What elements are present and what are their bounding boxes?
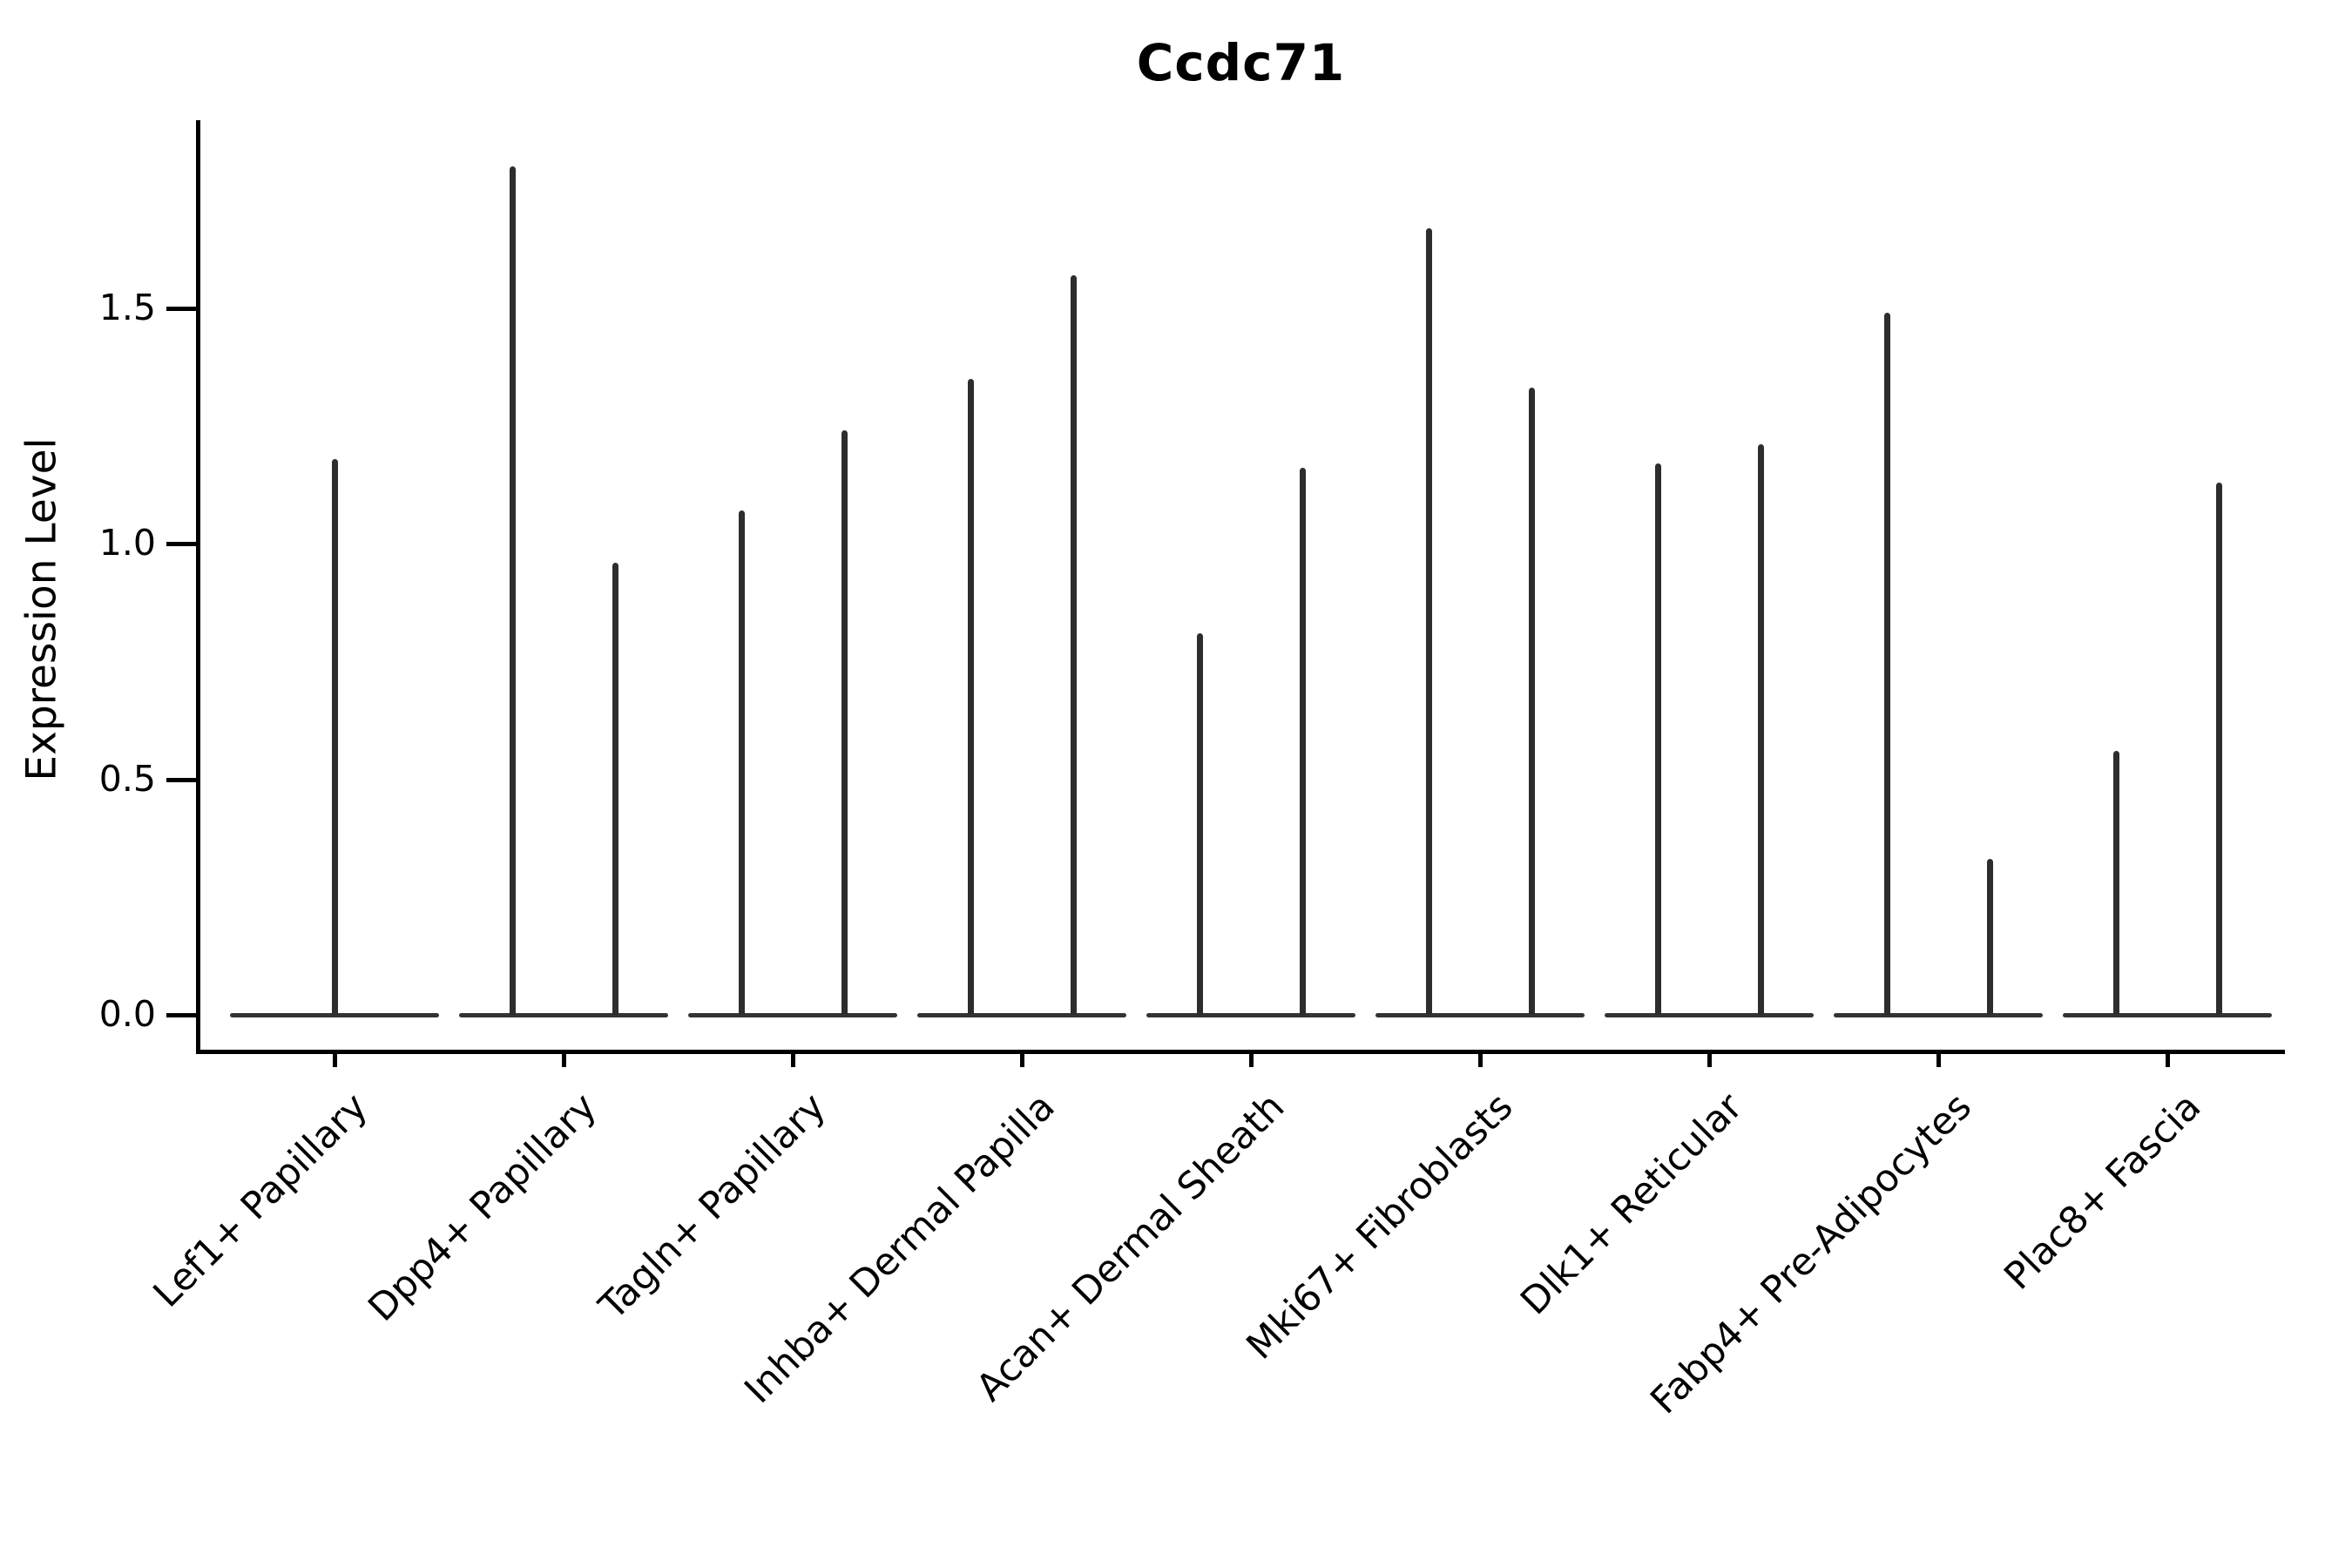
violin-needle <box>1529 388 1535 1015</box>
violin-base <box>459 1013 668 1017</box>
y-tick-mark <box>166 542 196 546</box>
violin-needle <box>1987 859 1993 1015</box>
violin-needle <box>1655 463 1661 1015</box>
x-tick-mark <box>2166 1053 2170 1067</box>
x-tick-mark <box>1936 1053 1941 1067</box>
violin-needle <box>1197 632 1203 1015</box>
violin-base <box>1375 1013 1585 1017</box>
x-tick-mark <box>791 1053 795 1067</box>
chart-title: Ccdc71 <box>1136 33 1346 92</box>
y-tick-mark <box>166 306 196 311</box>
y-tick-mark <box>166 777 196 782</box>
violin-needle <box>612 562 618 1015</box>
x-tick-mark <box>562 1053 566 1067</box>
x-tick-label: Tagln+ Papillary <box>591 1085 835 1328</box>
y-tick-label: 1.0 <box>98 522 156 564</box>
y-tick-mark <box>166 1013 196 1017</box>
violin-needle <box>1758 444 1764 1015</box>
violin-needle <box>968 378 974 1015</box>
x-tick-label: Lef1+ Papillary <box>145 1085 376 1316</box>
x-tick-label: Dpp4+ Papillary <box>360 1085 605 1330</box>
y-axis-spine <box>196 120 200 1054</box>
violin-needle <box>1426 227 1432 1015</box>
violin-needle <box>510 166 516 1015</box>
violin-needle <box>841 430 848 1015</box>
x-tick-mark <box>1020 1053 1024 1067</box>
violin-base <box>917 1013 1126 1017</box>
y-tick-label: 1.5 <box>98 286 156 328</box>
x-tick-label: Plac8+ Fascia <box>1995 1085 2209 1299</box>
x-tick-mark <box>1707 1053 1712 1067</box>
x-axis-spine <box>196 1050 2285 1054</box>
violin-needle <box>2216 482 2222 1015</box>
violin-needle <box>332 458 338 1015</box>
violin-needle <box>739 510 745 1015</box>
x-tick-mark <box>333 1053 337 1067</box>
violin-needle <box>2113 751 2119 1015</box>
violin-base <box>688 1013 897 1017</box>
x-tick-label: Dlk1+ Reticular <box>1512 1085 1751 1324</box>
violin-base <box>1146 1013 1355 1017</box>
x-tick-label: Mki67+ Fibroblasts <box>1239 1085 1522 1369</box>
violin-base <box>230 1013 439 1017</box>
violin-needle <box>1884 312 1890 1015</box>
violin-base <box>1834 1013 2043 1017</box>
violin-needle <box>1300 468 1306 1015</box>
violin-base <box>2063 1013 2272 1017</box>
violin-needle <box>1071 274 1077 1015</box>
violin-base <box>1605 1013 1814 1017</box>
x-tick-mark <box>1249 1053 1254 1067</box>
y-tick-label: 0.5 <box>98 757 156 800</box>
y-tick-label: 0.0 <box>98 993 156 1035</box>
x-tick-mark <box>1478 1053 1483 1067</box>
